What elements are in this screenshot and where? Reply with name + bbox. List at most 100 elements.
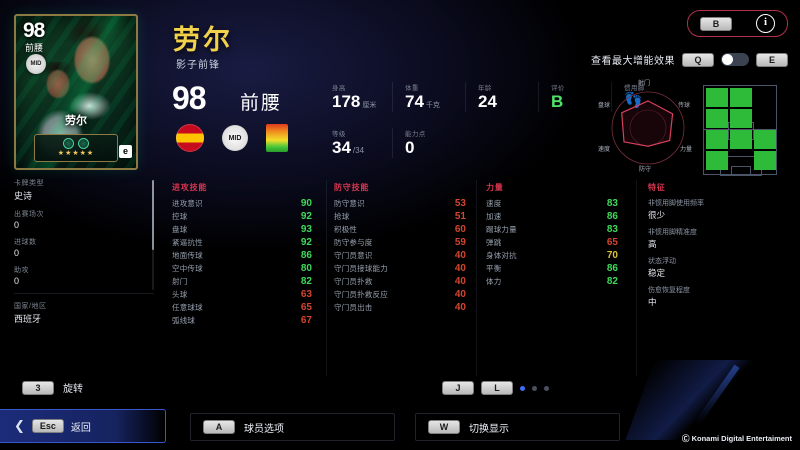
stat-value: 53 <box>454 198 466 209</box>
page-navigation[interactable]: J L <box>442 381 549 395</box>
meta-item: 国家/地区 西班牙 <box>14 301 154 325</box>
column-divider-1 <box>326 180 327 376</box>
radar-label-dribble: 盘球 <box>598 103 611 109</box>
meta-value: 0 <box>14 248 20 258</box>
stats-rows: 进攻意识 90 控球 92 盘球 93 紧逼抗性 92 地面传球 86 空中传球 80 射门 82 头球 63… <box>172 198 312 326</box>
trait-row: 状态浮动 稳定 <box>648 256 788 279</box>
page-dot-2[interactable] <box>532 385 537 391</box>
boost-toggle[interactable] <box>721 53 749 66</box>
radar-label-passing: 传球 <box>678 103 691 109</box>
stats-rows: 防守意识 53 抢球 51 积极性 60 防守参与度 59 守门员意识 40 守门员接球能力 40 守门… <box>334 198 466 313</box>
meta-scrollbar-thumb[interactable] <box>152 180 154 250</box>
stat-row: 控球 92 <box>172 211 312 222</box>
stat-row: 空中传球 80 <box>172 263 312 274</box>
attribute-tile-height: 身高 178 厘米 <box>332 82 393 112</box>
meta-label: 出赛场次 <box>14 211 44 218</box>
tile-value: 74 千克 <box>405 92 451 112</box>
trait-value: 稳定 <box>648 268 666 278</box>
meta-value: 西班牙 <box>14 314 42 324</box>
attribute-tile-weight: 体重 74 千克 <box>405 82 466 112</box>
back-label: 返回 <box>70 422 91 434</box>
stat-name: 加速 <box>486 212 502 221</box>
stat-value: 59 <box>454 237 466 248</box>
tile-label: 评价 <box>551 85 565 92</box>
pitch-goal-box <box>731 166 751 176</box>
tile-value: B <box>551 92 564 111</box>
meta-item: 出赛场次 0 <box>14 209 154 230</box>
stat-name: 控球 <box>172 212 188 221</box>
meta-value: 0 <box>14 276 20 286</box>
radar-label-shooting: 射门 <box>638 81 651 87</box>
trait-name: 非惯用脚精准度 <box>648 229 697 236</box>
stat-name: 抢球 <box>334 212 350 221</box>
stats-header: 防守技能 <box>334 183 370 192</box>
attribute-tile-age: 年龄 24 <box>478 82 539 112</box>
rotate-button[interactable]: 3 旋转 <box>22 380 83 395</box>
info-icon[interactable]: i <box>756 14 775 33</box>
stat-value: 83 <box>606 198 618 209</box>
key-e-button[interactable]: E <box>756 52 788 67</box>
stat-value: 60 <box>454 224 466 235</box>
page-dot-1[interactable] <box>520 385 525 391</box>
attribute-tile-grade: 评价 B <box>551 82 612 112</box>
stat-value: 40 <box>454 289 466 300</box>
stat-row: 头球 63 <box>172 289 312 300</box>
stat-row: 守门员意识 40 <box>334 250 466 261</box>
stat-value: 83 <box>606 224 618 235</box>
meta-label: 助攻 <box>14 267 29 274</box>
pitch-cell-active <box>706 88 728 107</box>
page-title: 劳尔 <box>173 25 233 55</box>
key-a-button[interactable]: A <box>203 420 235 434</box>
efootball-logo-icon: e <box>119 145 132 158</box>
key-b-button[interactable]: B <box>700 16 732 31</box>
key-esc-button[interactable]: Esc <box>31 419 64 433</box>
player-options-button[interactable]: A 球员选项 <box>190 413 395 441</box>
card-club-badge-icon: MID <box>26 54 46 74</box>
stat-name: 守门员扑救 <box>334 277 373 286</box>
card-rating: 98 <box>23 19 45 42</box>
player-card[interactable]: 98 前腰 MID 劳尔 ★★★★★ e <box>14 14 138 170</box>
meta-label: 卡牌类型 <box>14 180 44 187</box>
stat-value: 40 <box>454 302 466 313</box>
tile-number: 178 <box>332 92 361 111</box>
meta-scrollbar[interactable] <box>152 180 154 290</box>
boost-toggle-row[interactable]: 查看最大增能效果 Q E <box>591 52 788 67</box>
pitch-cell-active <box>730 88 752 107</box>
card-player-name: 劳尔 <box>65 115 87 127</box>
emblem-row: MID <box>176 124 288 152</box>
stat-value: 40 <box>454 276 466 287</box>
trait-name: 非惯用脚使用频率 <box>648 200 704 207</box>
stat-value: 82 <box>606 276 618 287</box>
stat-value: 86 <box>606 211 618 222</box>
pitch-cell-active <box>706 130 728 149</box>
toggle-display-button[interactable]: W 切换显示 <box>415 413 620 441</box>
stat-name: 速度 <box>486 199 502 208</box>
key-q-button[interactable]: Q <box>682 52 714 67</box>
radar-polygon <box>621 100 674 147</box>
radar-label-defense: 防守 <box>639 167 652 173</box>
attribute-tile-skill-points: 能力点 0 <box>405 128 465 158</box>
key-w-button[interactable]: W <box>428 420 460 434</box>
trait-row: 伤愈恢复程度中 <box>648 285 788 308</box>
back-button[interactable]: ❮ Esc 返回 <box>0 409 166 443</box>
page-dot-3[interactable] <box>544 385 549 391</box>
stat-row: 弹跳 65 <box>486 237 618 248</box>
stats-header: 特征 <box>648 183 666 192</box>
stat-name: 身体对抗 <box>486 251 517 260</box>
stat-row: 积极性 60 <box>334 224 466 235</box>
card-bottom-plate: ★★★★★ <box>34 134 118 162</box>
player-meta-list: 卡牌类型 史诗 出赛场次 0 进球数 0 助攻 0 国家/地区 西班牙 <box>14 178 154 332</box>
card-skill-icons <box>35 138 117 149</box>
key-3-button[interactable]: 3 <box>22 380 54 395</box>
stat-value: 86 <box>606 263 618 274</box>
spain-flag-icon <box>176 124 204 152</box>
stat-row: 防守意识 53 <box>334 198 466 209</box>
top-right-control-group[interactable]: B i <box>687 10 788 37</box>
tile-label: 体重 <box>405 85 419 92</box>
stat-row: 身体对抗 70 <box>486 250 618 261</box>
stat-row: 盘球 93 <box>172 224 312 235</box>
key-j-button[interactable]: J <box>442 381 474 395</box>
tile-label: 年龄 <box>478 85 492 92</box>
stats-column-attack: 进攻技能 进攻意识 90 控球 92 盘球 93 紧逼抗性 92 地面传球 86 空中传球 80 射门 8… <box>172 182 312 328</box>
key-l-button[interactable]: L <box>481 381 513 395</box>
